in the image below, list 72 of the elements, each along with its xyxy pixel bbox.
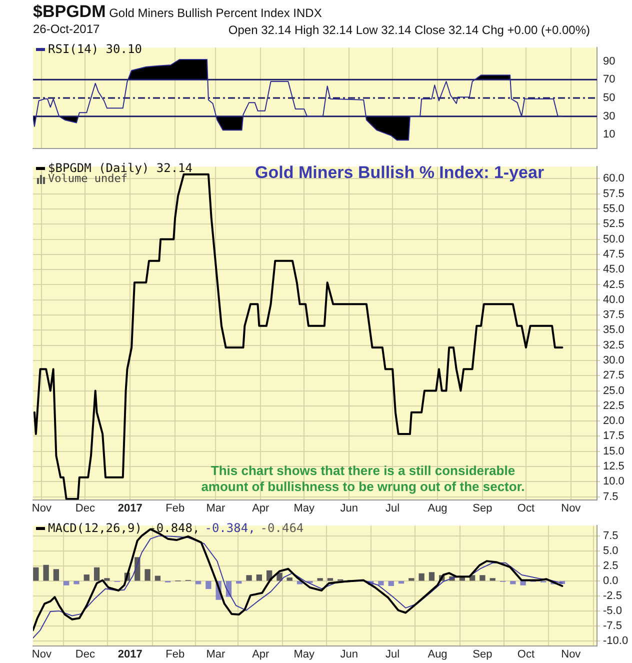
y-tick-label: 15.0 [603, 445, 624, 458]
y-tick-label: -2.5 [603, 590, 622, 602]
x-tick-label: Dec [75, 648, 96, 660]
x-tick-label: Oct [517, 502, 535, 514]
x-tick-label: Sep [472, 648, 492, 660]
y-tick-label: 57.5 [603, 188, 624, 200]
x-tick-label: May [294, 648, 316, 660]
y-tick-label: 52.5 [603, 218, 624, 230]
y-tick-label: 7.5 [603, 490, 618, 503]
x-tick-label: May [294, 502, 316, 514]
y-tick-label: 7.5 [603, 530, 618, 542]
y-tick-label: 32.5 [603, 339, 624, 352]
legend-label: $BPGDM (Daily) 32.14 [48, 161, 192, 175]
x-tick-label: Nov [561, 648, 582, 660]
annotation: Volume undef [48, 172, 128, 185]
x-tick-label: Jun [340, 502, 358, 514]
y-tick-label: 70 [603, 74, 616, 86]
y-tick-label: 30.0 [603, 354, 624, 366]
y-tick-label: 35.0 [603, 324, 624, 336]
y-tick-label: 50 [603, 92, 616, 104]
x-tick-label: Mar [206, 502, 226, 514]
x-tick-label: Dec [75, 502, 96, 514]
y-tick-label: 50.0 [603, 233, 624, 246]
x-tick-label: Nov [561, 502, 582, 514]
y-tick-label: 25.0 [603, 384, 624, 397]
series-label: -0.384, [204, 521, 256, 535]
x-tick-label: Apr [252, 502, 270, 514]
legend-label: MACD(12,26,9) -0.848, [48, 521, 200, 535]
x-tick-label: 2017 [118, 648, 142, 660]
x-tick-label: Jun [340, 648, 358, 660]
y-tick-label: -7.5 [603, 620, 622, 632]
x-tick-label: Nov [32, 502, 52, 514]
y-tick-label: 17.5 [603, 430, 624, 442]
y-tick-label: 20.0 [603, 415, 624, 428]
y-tick-label: 10.0 [603, 476, 624, 488]
x-tick-label: Jul [386, 648, 400, 660]
x-tick-label: Apr [252, 648, 270, 660]
annotation: This chart shows that there is a still considerable amount of bullishness to be wrung out of the sector. [200, 463, 526, 495]
x-tick-label: Nov [32, 648, 52, 660]
y-tick-label: 2.5 [603, 560, 618, 572]
y-tick-label: -5.0 [603, 604, 622, 617]
x-tick-label: Aug [428, 502, 448, 514]
y-tick-label: 60.0 [603, 172, 624, 185]
y-tick-label: 5.0 [603, 544, 618, 557]
y-tick-label: 27.5 [603, 370, 624, 382]
y-tick-label: 30 [603, 110, 616, 122]
y-tick-label: 42.5 [603, 278, 624, 291]
text: -0.464 [260, 521, 304, 535]
y-tick-label: 47.5 [603, 248, 624, 260]
y-tick-label: 40.0 [603, 294, 624, 306]
y-tick-label: 12.5 [603, 460, 624, 473]
x-tick-label: Feb [166, 648, 185, 660]
y-tick-label: 22.5 [603, 400, 624, 412]
annotation: Gold Miners Bullish % Index: 1-year [255, 163, 544, 183]
chart-title: $BPGDM Gold Miners Bullish Percent Index INDX [33, 2, 322, 21]
y-tick-label: 90 [603, 55, 616, 68]
x-tick-label: Mar [206, 648, 226, 660]
legend-label: RSI(14) 30.10 [48, 42, 142, 56]
x-tick-label: Sep [472, 502, 492, 514]
y-tick-label: 10 [603, 128, 616, 141]
y-tick-label: 55.0 [603, 203, 624, 216]
x-tick-label: Feb [166, 502, 185, 514]
y-tick-label: -10.0 [603, 635, 628, 648]
y-tick-label: 0.0 [603, 574, 618, 587]
x-tick-label: Oct [517, 648, 535, 660]
chart-subtitle: 26-Oct-2017 [33, 22, 100, 36]
text: Open 32.14 High 32.14 Low 32.14 Close 32.14 Chg +0.00 (+0.00%) [228, 23, 590, 37]
x-tick-label: Jul [386, 502, 400, 514]
y-tick-label: 45.0 [603, 264, 624, 276]
x-tick-label: 2017 [118, 502, 142, 514]
x-tick-label: Aug [428, 648, 448, 660]
y-tick-label: 37.5 [603, 309, 624, 322]
